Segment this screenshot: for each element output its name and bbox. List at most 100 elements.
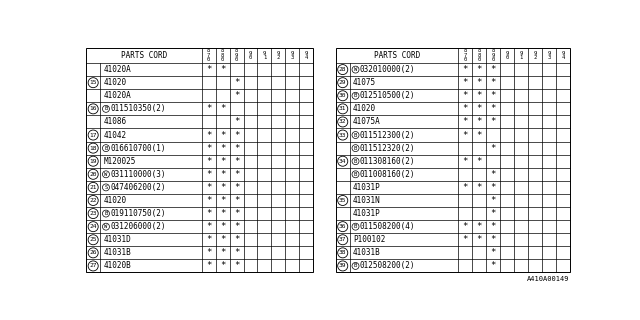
Text: *: * (463, 131, 468, 140)
Text: *: * (490, 170, 496, 179)
Text: *: * (220, 209, 225, 218)
Text: *: * (220, 65, 225, 74)
Text: B: B (354, 159, 357, 164)
Text: *: * (220, 235, 225, 244)
Text: 35: 35 (339, 198, 346, 203)
Text: 8
7
0: 8 7 0 (207, 48, 211, 62)
Text: 27: 27 (90, 263, 97, 268)
Text: 9
0: 9 0 (506, 51, 509, 60)
Text: *: * (463, 235, 468, 244)
Text: 41020A: 41020A (103, 91, 131, 100)
Text: B: B (354, 132, 357, 138)
Text: *: * (476, 65, 482, 74)
Text: 41031P: 41031P (353, 183, 381, 192)
Text: 9
3: 9 3 (291, 51, 294, 60)
Text: *: * (206, 222, 211, 231)
Text: *: * (490, 248, 496, 257)
Text: W: W (354, 67, 357, 72)
Text: 031110000(3): 031110000(3) (110, 170, 166, 179)
Text: 17: 17 (90, 132, 97, 138)
Text: *: * (220, 222, 225, 231)
Text: 9
0: 9 0 (249, 51, 252, 60)
Text: *: * (234, 131, 239, 140)
Text: *: * (476, 183, 482, 192)
Text: *: * (476, 157, 482, 166)
Text: 16: 16 (90, 106, 97, 111)
Text: *: * (490, 144, 496, 153)
Text: 012508200(2): 012508200(2) (360, 261, 415, 270)
Text: 41031P: 41031P (353, 209, 381, 218)
Text: W: W (104, 172, 108, 177)
Text: 41020B: 41020B (103, 261, 131, 270)
Text: 25: 25 (90, 237, 97, 242)
Text: A410A00149: A410A00149 (527, 276, 570, 282)
Text: 15: 15 (90, 80, 97, 85)
Text: *: * (463, 91, 468, 100)
Text: 33: 33 (339, 132, 346, 138)
Text: *: * (220, 183, 225, 192)
Text: 8
8
0: 8 8 0 (477, 48, 481, 62)
Text: *: * (234, 183, 239, 192)
Text: *: * (206, 65, 211, 74)
Text: W: W (104, 224, 108, 229)
Text: 016610700(1): 016610700(1) (110, 144, 166, 153)
Text: *: * (206, 157, 211, 166)
Text: *: * (206, 144, 211, 153)
Text: *: * (490, 196, 496, 205)
Text: *: * (234, 170, 239, 179)
Text: 047406200(2): 047406200(2) (110, 183, 166, 192)
Text: *: * (234, 91, 239, 100)
Text: *: * (490, 65, 496, 74)
Text: 24: 24 (90, 224, 97, 229)
Text: *: * (220, 170, 225, 179)
Text: 011512300(2): 011512300(2) (360, 131, 415, 140)
Text: M120025: M120025 (103, 157, 136, 166)
Text: *: * (234, 261, 239, 270)
Text: 41020: 41020 (103, 196, 126, 205)
Text: *: * (220, 144, 225, 153)
Text: 011308160(2): 011308160(2) (360, 157, 415, 166)
Text: *: * (206, 183, 211, 192)
Text: 011512320(2): 011512320(2) (360, 144, 415, 153)
Text: PARTS CORD: PARTS CORD (374, 51, 420, 60)
Text: 011510350(2): 011510350(2) (110, 104, 166, 113)
Text: B: B (354, 93, 357, 98)
Text: 41020: 41020 (103, 78, 126, 87)
Text: *: * (490, 261, 496, 270)
Text: 29: 29 (339, 80, 346, 85)
Text: *: * (234, 144, 239, 153)
Text: *: * (234, 222, 239, 231)
Text: 012510500(2): 012510500(2) (360, 91, 415, 100)
Text: 34: 34 (339, 159, 346, 164)
Text: *: * (220, 261, 225, 270)
Text: *: * (206, 235, 211, 244)
Text: *: * (463, 104, 468, 113)
Text: 9
1: 9 1 (263, 51, 266, 60)
Text: B: B (354, 172, 357, 177)
Text: 20: 20 (90, 172, 97, 177)
Text: *: * (490, 91, 496, 100)
Text: 32: 32 (339, 119, 346, 124)
Text: *: * (234, 235, 239, 244)
Text: *: * (463, 222, 468, 231)
Text: 031206000(2): 031206000(2) (110, 222, 166, 231)
Text: *: * (490, 209, 496, 218)
Text: *: * (206, 104, 211, 113)
Text: 19: 19 (90, 159, 97, 164)
Text: 21: 21 (90, 185, 97, 190)
Text: 39: 39 (339, 263, 346, 268)
Text: 30: 30 (339, 93, 346, 98)
Text: *: * (463, 157, 468, 166)
Bar (336, 48, 570, 273)
Text: 18: 18 (90, 146, 97, 151)
Text: *: * (206, 209, 211, 218)
Text: *: * (220, 196, 225, 205)
Text: *: * (234, 248, 239, 257)
Text: *: * (220, 157, 225, 166)
Text: 41020: 41020 (353, 104, 376, 113)
Text: B: B (354, 263, 357, 268)
Text: 9
1: 9 1 (519, 51, 523, 60)
Text: 011508200(4): 011508200(4) (360, 222, 415, 231)
Text: *: * (234, 209, 239, 218)
Text: *: * (476, 117, 482, 126)
